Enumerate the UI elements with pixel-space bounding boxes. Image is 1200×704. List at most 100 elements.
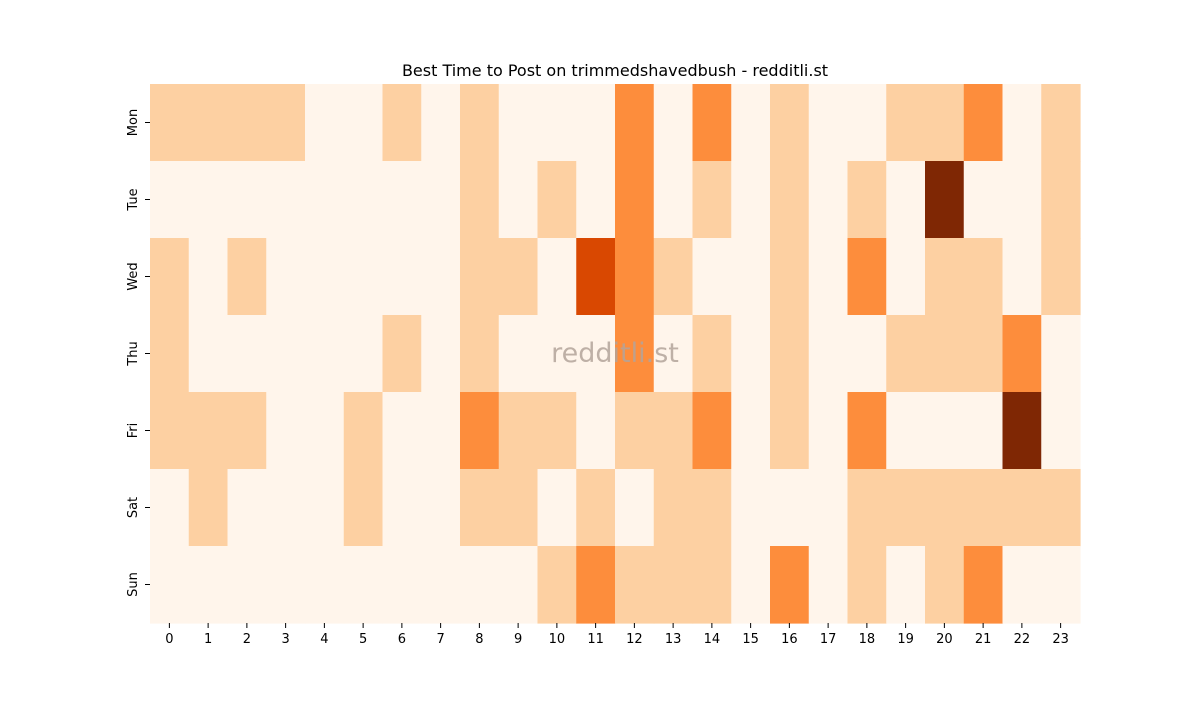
heatmap-cell <box>770 238 810 316</box>
heatmap-cell <box>692 546 732 624</box>
heatmap-cell <box>460 161 500 239</box>
heatmap-cell <box>188 546 229 624</box>
heatmap-cell <box>305 84 345 162</box>
heatmap-cell <box>963 161 1004 239</box>
heatmap-cell <box>498 315 539 393</box>
heatmap-cell <box>150 238 190 316</box>
heatmap-cell <box>963 392 1004 470</box>
heatmap-cell <box>188 161 229 239</box>
heatmap-cell <box>537 469 577 547</box>
heatmap-cell <box>770 392 810 470</box>
x-tick-label: 22 <box>1014 632 1031 647</box>
heatmap-cell <box>227 469 267 547</box>
heatmap-cell <box>886 546 926 624</box>
heatmap-cell <box>692 161 732 239</box>
heatmap-cell <box>925 315 965 393</box>
x-tick-label: 15 <box>742 632 759 647</box>
heatmap-cell <box>1002 161 1042 239</box>
heatmap-cell <box>227 238 267 316</box>
heatmap-cell <box>963 315 1004 393</box>
heatmap-cell <box>498 84 539 162</box>
heatmap-cell <box>537 84 577 162</box>
heatmap-cell <box>1002 469 1042 547</box>
heatmap-cell <box>266 469 306 547</box>
heatmap-cell <box>925 546 965 624</box>
heatmap-cell <box>498 392 539 470</box>
heatmap-cell <box>266 546 306 624</box>
heatmap-cell <box>576 238 616 316</box>
heatmap-cell <box>847 84 887 162</box>
heatmap-cell <box>731 546 771 624</box>
heatmap-cell <box>576 161 616 239</box>
heatmap-cell <box>808 315 849 393</box>
heatmap-cell <box>188 392 229 470</box>
heatmap-cell <box>227 546 267 624</box>
heatmap-cell <box>1041 84 1081 162</box>
heatmap-cell <box>615 84 655 162</box>
chart-title: Best Time to Post on trimmedshavedbush -… <box>402 61 828 80</box>
x-tick-label: 7 <box>436 632 444 647</box>
watermark-text: redditli.st <box>551 338 679 369</box>
heatmap-cell <box>343 315 384 393</box>
heatmap-cell <box>266 315 306 393</box>
heatmap-cell <box>653 546 694 624</box>
heatmap-cell <box>692 392 732 470</box>
heatmap-cell <box>1041 392 1081 470</box>
heatmap-cell <box>227 315 267 393</box>
heatmap-cell <box>1041 161 1081 239</box>
heatmap-cell <box>227 84 267 162</box>
heatmap-cell <box>421 315 461 393</box>
y-tick-label: Tue <box>126 188 141 211</box>
heatmap-cell <box>770 84 810 162</box>
y-tick-label: Wed <box>126 262 141 290</box>
heatmap-cell <box>886 238 926 316</box>
heatmap-cell <box>537 238 577 316</box>
heatmap-cell <box>382 84 422 162</box>
heatmap-cell <box>653 392 694 470</box>
heatmap-cell <box>770 469 810 547</box>
x-tick-label: 20 <box>936 632 953 647</box>
y-tick-label: Mon <box>126 109 141 136</box>
heatmap-cell <box>1002 84 1042 162</box>
heatmap-cell <box>150 469 190 547</box>
heatmap-cell <box>266 392 306 470</box>
heatmap-cell <box>305 238 345 316</box>
heatmap-cell <box>150 161 190 239</box>
heatmap-cells <box>150 84 1081 624</box>
heatmap-cell <box>421 238 461 316</box>
heatmap-cell <box>886 315 926 393</box>
heatmap-cell <box>615 161 655 239</box>
heatmap-cell <box>576 546 616 624</box>
heatmap-cell <box>382 238 422 316</box>
heatmap-cell <box>963 469 1004 547</box>
heatmap-cell <box>305 392 345 470</box>
heatmap-cell <box>576 392 616 470</box>
heatmap-cell <box>847 238 887 316</box>
heatmap-cell <box>770 315 810 393</box>
x-tick-label: 19 <box>897 632 914 647</box>
heatmap-cell <box>305 469 345 547</box>
heatmap-cell <box>1002 546 1042 624</box>
x-tick-label: 17 <box>820 632 837 647</box>
heatmap-cell <box>653 84 694 162</box>
heatmap-cell <box>731 238 771 316</box>
heatmap-cell <box>460 392 500 470</box>
heatmap-cell <box>1041 469 1081 547</box>
heatmap-cell <box>925 392 965 470</box>
heatmap-cell <box>925 84 965 162</box>
x-tick-label: 6 <box>398 632 406 647</box>
heatmap-cell <box>1041 546 1081 624</box>
heatmap-cell <box>731 392 771 470</box>
heatmap-cell <box>1041 315 1081 393</box>
heatmap-cell <box>343 546 384 624</box>
heatmap-cell <box>808 546 849 624</box>
heatmap-cell <box>343 84 384 162</box>
x-tick-label: 0 <box>165 632 173 647</box>
x-tick-label: 4 <box>320 632 328 647</box>
x-tick-label: 14 <box>704 632 721 647</box>
heatmap-cell <box>227 392 267 470</box>
heatmap-cell <box>731 469 771 547</box>
heatmap-cell <box>692 469 732 547</box>
heatmap-cell <box>615 238 655 316</box>
